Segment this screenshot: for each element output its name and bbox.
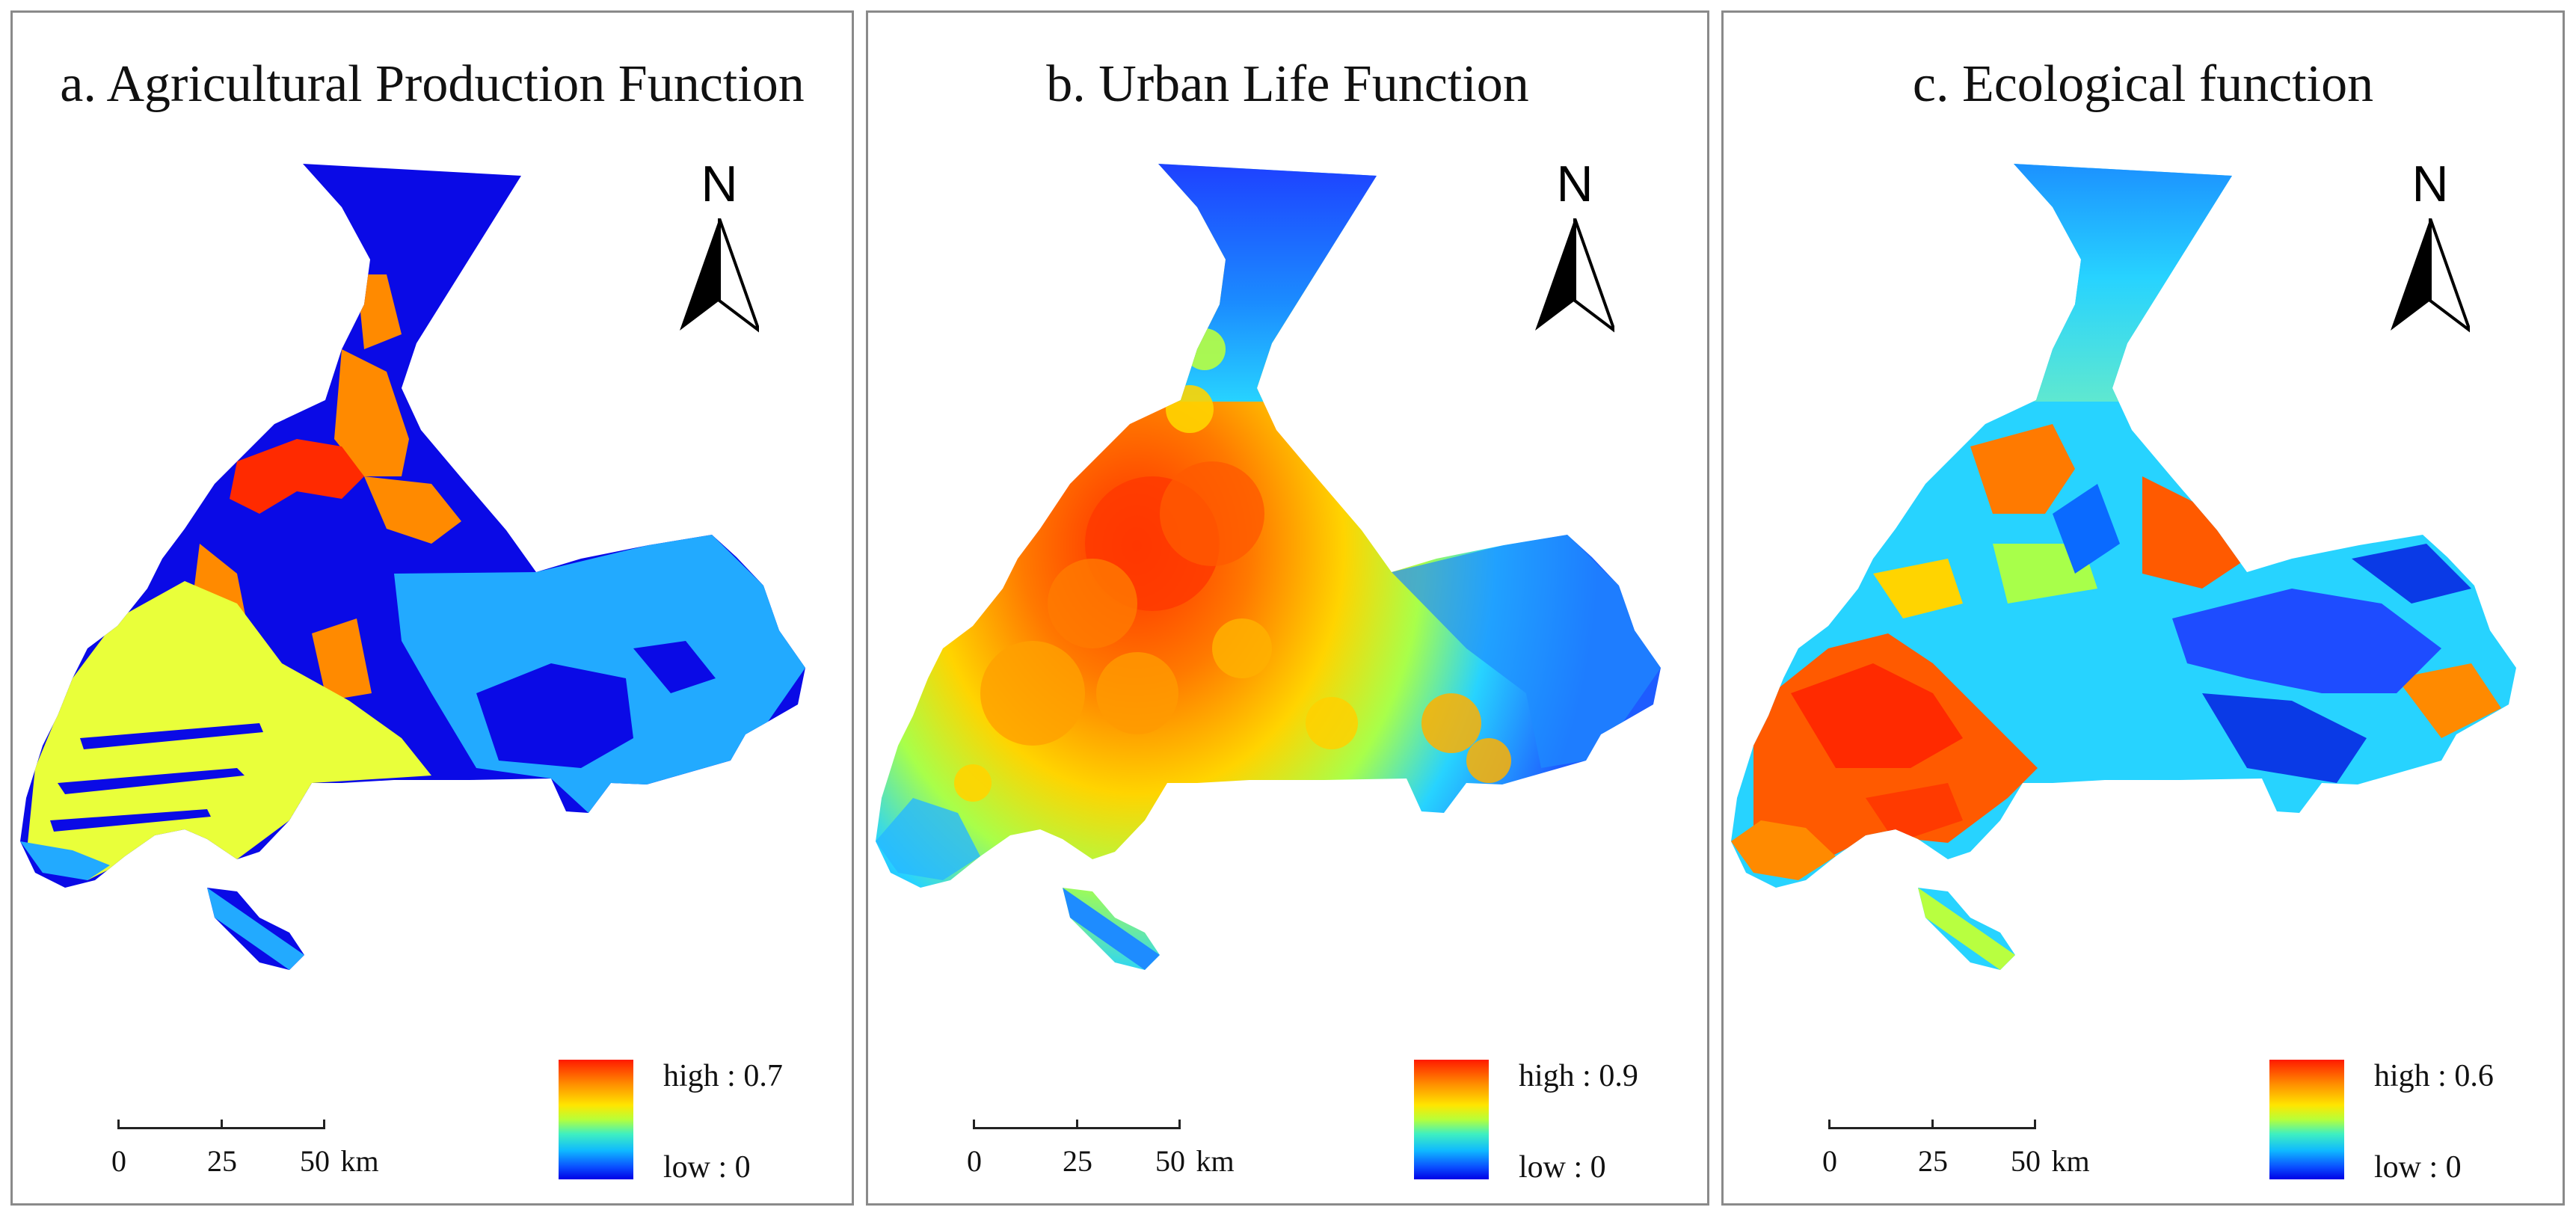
panel-ecological: c. Ecological function N [1721,10,2565,1206]
scale-label-25: 25 [1063,1144,1092,1178]
legend-color-ramp [2269,1060,2344,1179]
legend-high-label: high : 0.7 [663,1059,783,1093]
scale-label-50: 50 [2011,1144,2041,1178]
north-label: N [701,156,738,212]
ecological-function-map [1731,164,2516,970]
panel-urban: b. Urban Life Function N [866,10,1709,1206]
agricultural-function-map [20,164,805,970]
legend-low-label: low : 0 [663,1150,751,1185]
legend-color-ramp [1414,1060,1489,1179]
panel-title: c. Ecological function [1912,55,2374,113]
north-label: N [1556,156,1593,212]
scale-bar: 0 25 50 km [1822,1120,2090,1202]
scale-label-50: 50 [1155,1144,1185,1178]
scale-label-50: 50 [300,1144,330,1178]
scale-label-0: 0 [111,1144,126,1178]
panel-title: b. Urban Life Function [1046,55,1529,113]
scale-unit: km [2051,1144,2090,1178]
scale-unit: km [340,1144,379,1178]
panel-title: a. Agricultural Production Function [60,55,805,113]
scale-unit: km [1196,1144,1235,1178]
legend-low-label: low : 0 [1519,1150,1606,1185]
scale-bar: 0 25 50 km [967,1120,1235,1202]
north-label: N [2411,156,2449,212]
legend-high-label: high : 0.6 [2374,1059,2494,1093]
legend-low-label: low : 0 [2374,1150,2462,1185]
legend-color-ramp [559,1060,633,1179]
north-arrow: N [2382,155,2479,349]
north-arrow-icon [2391,218,2470,333]
legend-high-label: high : 0.9 [1519,1059,1638,1093]
north-arrow: N [671,155,768,349]
scale-label-25: 25 [1918,1144,1948,1178]
north-arrow: N [1526,155,1623,349]
north-arrow-icon [680,218,759,333]
scale-label-0: 0 [1822,1144,1837,1178]
scale-label-25: 25 [207,1144,237,1178]
urban-function-map [876,164,1661,970]
north-arrow-icon [1535,218,1614,333]
scale-bar: 0 25 50 km [111,1120,379,1202]
panel-agricultural: a. Agricultural Production Function [10,10,854,1206]
scale-label-0: 0 [967,1144,982,1178]
